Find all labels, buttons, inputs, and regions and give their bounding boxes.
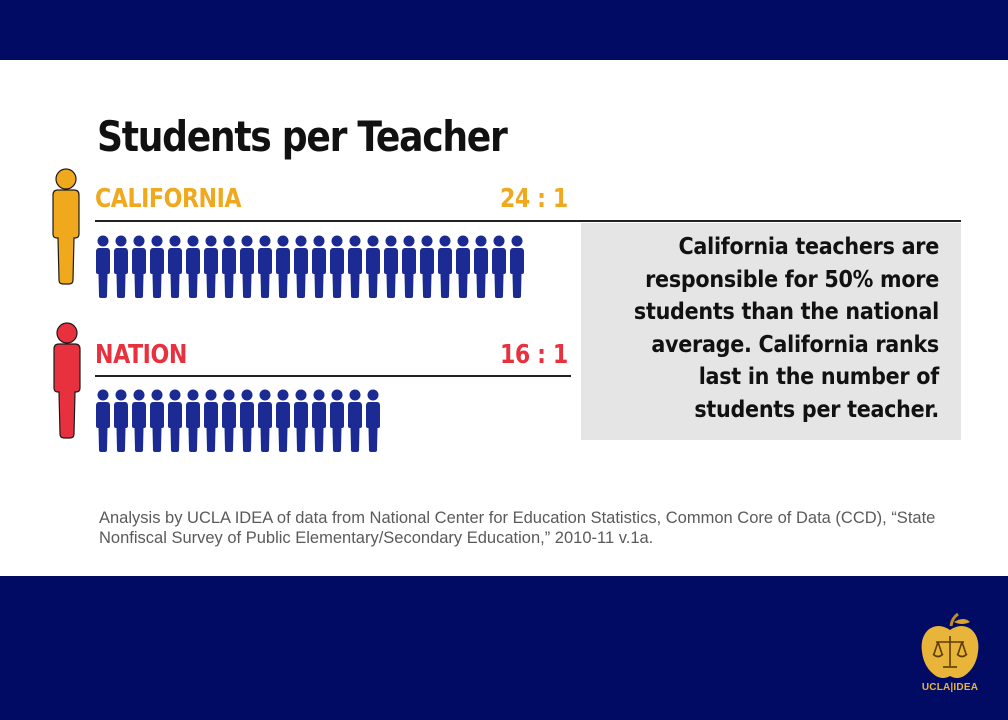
student-icon (150, 235, 164, 298)
source-citation: Analysis by UCLA IDEA of data from Natio… (99, 509, 936, 547)
california-teacher-icon (52, 168, 80, 285)
student-icon (96, 389, 110, 452)
student-figures (96, 389, 380, 452)
student-icon (366, 235, 380, 298)
student-icon (114, 235, 128, 298)
top-banner (0, 0, 1008, 60)
student-icon (438, 235, 452, 298)
student-icon (204, 389, 218, 452)
student-icon (276, 389, 290, 452)
student-icon (186, 389, 200, 452)
student-icon (222, 389, 236, 452)
student-icon (96, 235, 110, 298)
student-figures (96, 235, 524, 298)
student-icon (420, 235, 434, 298)
student-icon (294, 389, 308, 452)
student-icon (240, 389, 254, 452)
student-icon (474, 235, 488, 298)
student-icon (312, 235, 326, 298)
student-icon (384, 235, 398, 298)
student-icon (276, 235, 290, 298)
california-divider (95, 220, 961, 222)
nation-students (95, 389, 383, 453)
student-icon (132, 235, 146, 298)
nation-divider (95, 375, 571, 377)
nation-ratio: 16 : 1 (500, 340, 568, 370)
golden-apple-scales-icon (921, 612, 979, 678)
california-students (95, 235, 527, 299)
student-icon (168, 389, 182, 452)
student-icon (240, 235, 254, 298)
student-icon (294, 235, 308, 298)
nation-label: NATION (95, 340, 187, 370)
student-icon (312, 389, 326, 452)
logo-text: UCLA|IDEA (921, 682, 979, 693)
student-icon (222, 235, 236, 298)
callout-text: California teachers are responsible for … (633, 234, 939, 423)
student-icon (348, 235, 362, 298)
student-icon (348, 389, 362, 452)
california-ratio: 24 : 1 (500, 184, 568, 214)
student-icon (492, 235, 506, 298)
student-icon (258, 235, 272, 298)
student-icon (168, 235, 182, 298)
callout-box: California teachers are responsible for … (581, 223, 961, 440)
student-icon (402, 235, 416, 298)
page-title: Students per Teacher (97, 112, 508, 161)
student-icon (204, 235, 218, 298)
nation-teacher-icon (53, 322, 81, 439)
california-label: CALIFORNIA (95, 184, 242, 214)
student-icon (186, 235, 200, 298)
student-icon (258, 389, 272, 452)
student-icon (366, 389, 380, 452)
student-icon (456, 235, 470, 298)
bottom-banner (0, 576, 1008, 720)
student-icon (132, 389, 146, 452)
student-icon (510, 235, 524, 298)
student-icon (330, 235, 344, 298)
student-icon (114, 389, 128, 452)
student-icon (150, 389, 164, 452)
student-icon (330, 389, 344, 452)
